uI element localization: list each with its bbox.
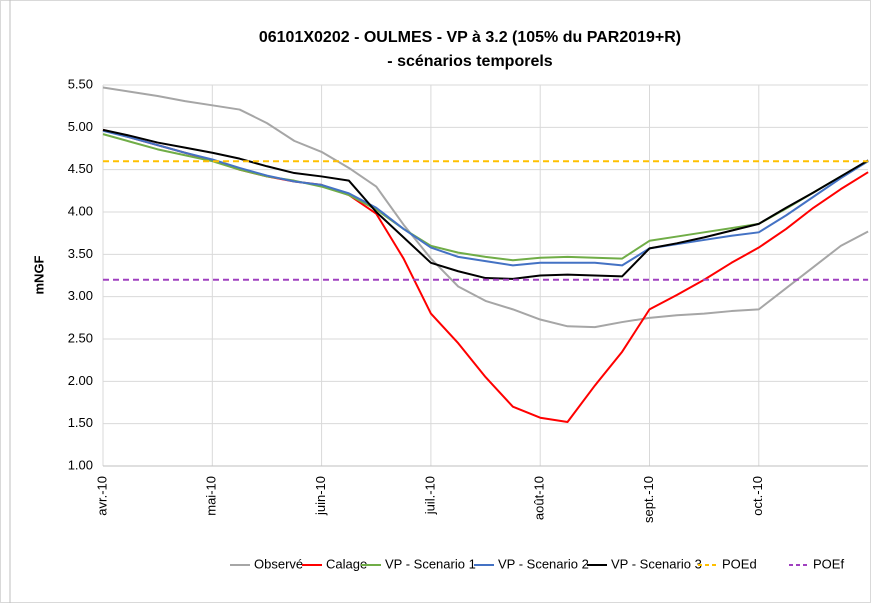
y-tick-label: 4.50 — [68, 161, 93, 176]
x-tick-label: juin-10 — [313, 476, 328, 516]
legend-label: POEf — [813, 556, 844, 571]
series-line — [102, 133, 869, 262]
x-tick-label: avr.-10 — [94, 476, 109, 516]
y-tick-label: 4.00 — [68, 203, 93, 218]
y-axis-label: mNGF — [31, 255, 46, 294]
y-tick-label: 1.50 — [68, 415, 93, 430]
legend-label: VP - Scenario 3 — [611, 556, 702, 571]
y-tick-label: 1.00 — [68, 457, 93, 472]
y-tick-label: 3.50 — [68, 246, 93, 261]
chart-subtitle: - scénarios temporels — [387, 53, 553, 70]
legend-label: Observé — [254, 556, 303, 571]
y-tick-label: 3.00 — [68, 288, 93, 303]
y-tick-label: 2.50 — [68, 330, 93, 345]
x-tick-label: juil.-10 — [422, 476, 437, 515]
x-tick-label: mai-10 — [204, 476, 219, 516]
legend-label: VP - Scenario 2 — [498, 556, 589, 571]
series-line — [102, 129, 869, 267]
chart-title: 06101X0202 - OULMES - VP à 3.2 (105% du … — [259, 29, 681, 46]
x-tick-label: août-10 — [532, 476, 547, 520]
series-line — [102, 128, 869, 280]
legend-label: VP - Scenario 1 — [385, 556, 476, 571]
y-tick-label: 5.50 — [68, 76, 93, 91]
x-tick-label: sept.-10 — [641, 476, 656, 523]
x-tick-label: oct.-10 — [750, 476, 765, 516]
legend-label: Calage — [326, 556, 367, 571]
series-line — [102, 86, 869, 329]
y-tick-label: 2.00 — [68, 373, 93, 388]
legend-label: POEd — [722, 556, 757, 571]
y-tick-label: 5.00 — [68, 119, 93, 134]
